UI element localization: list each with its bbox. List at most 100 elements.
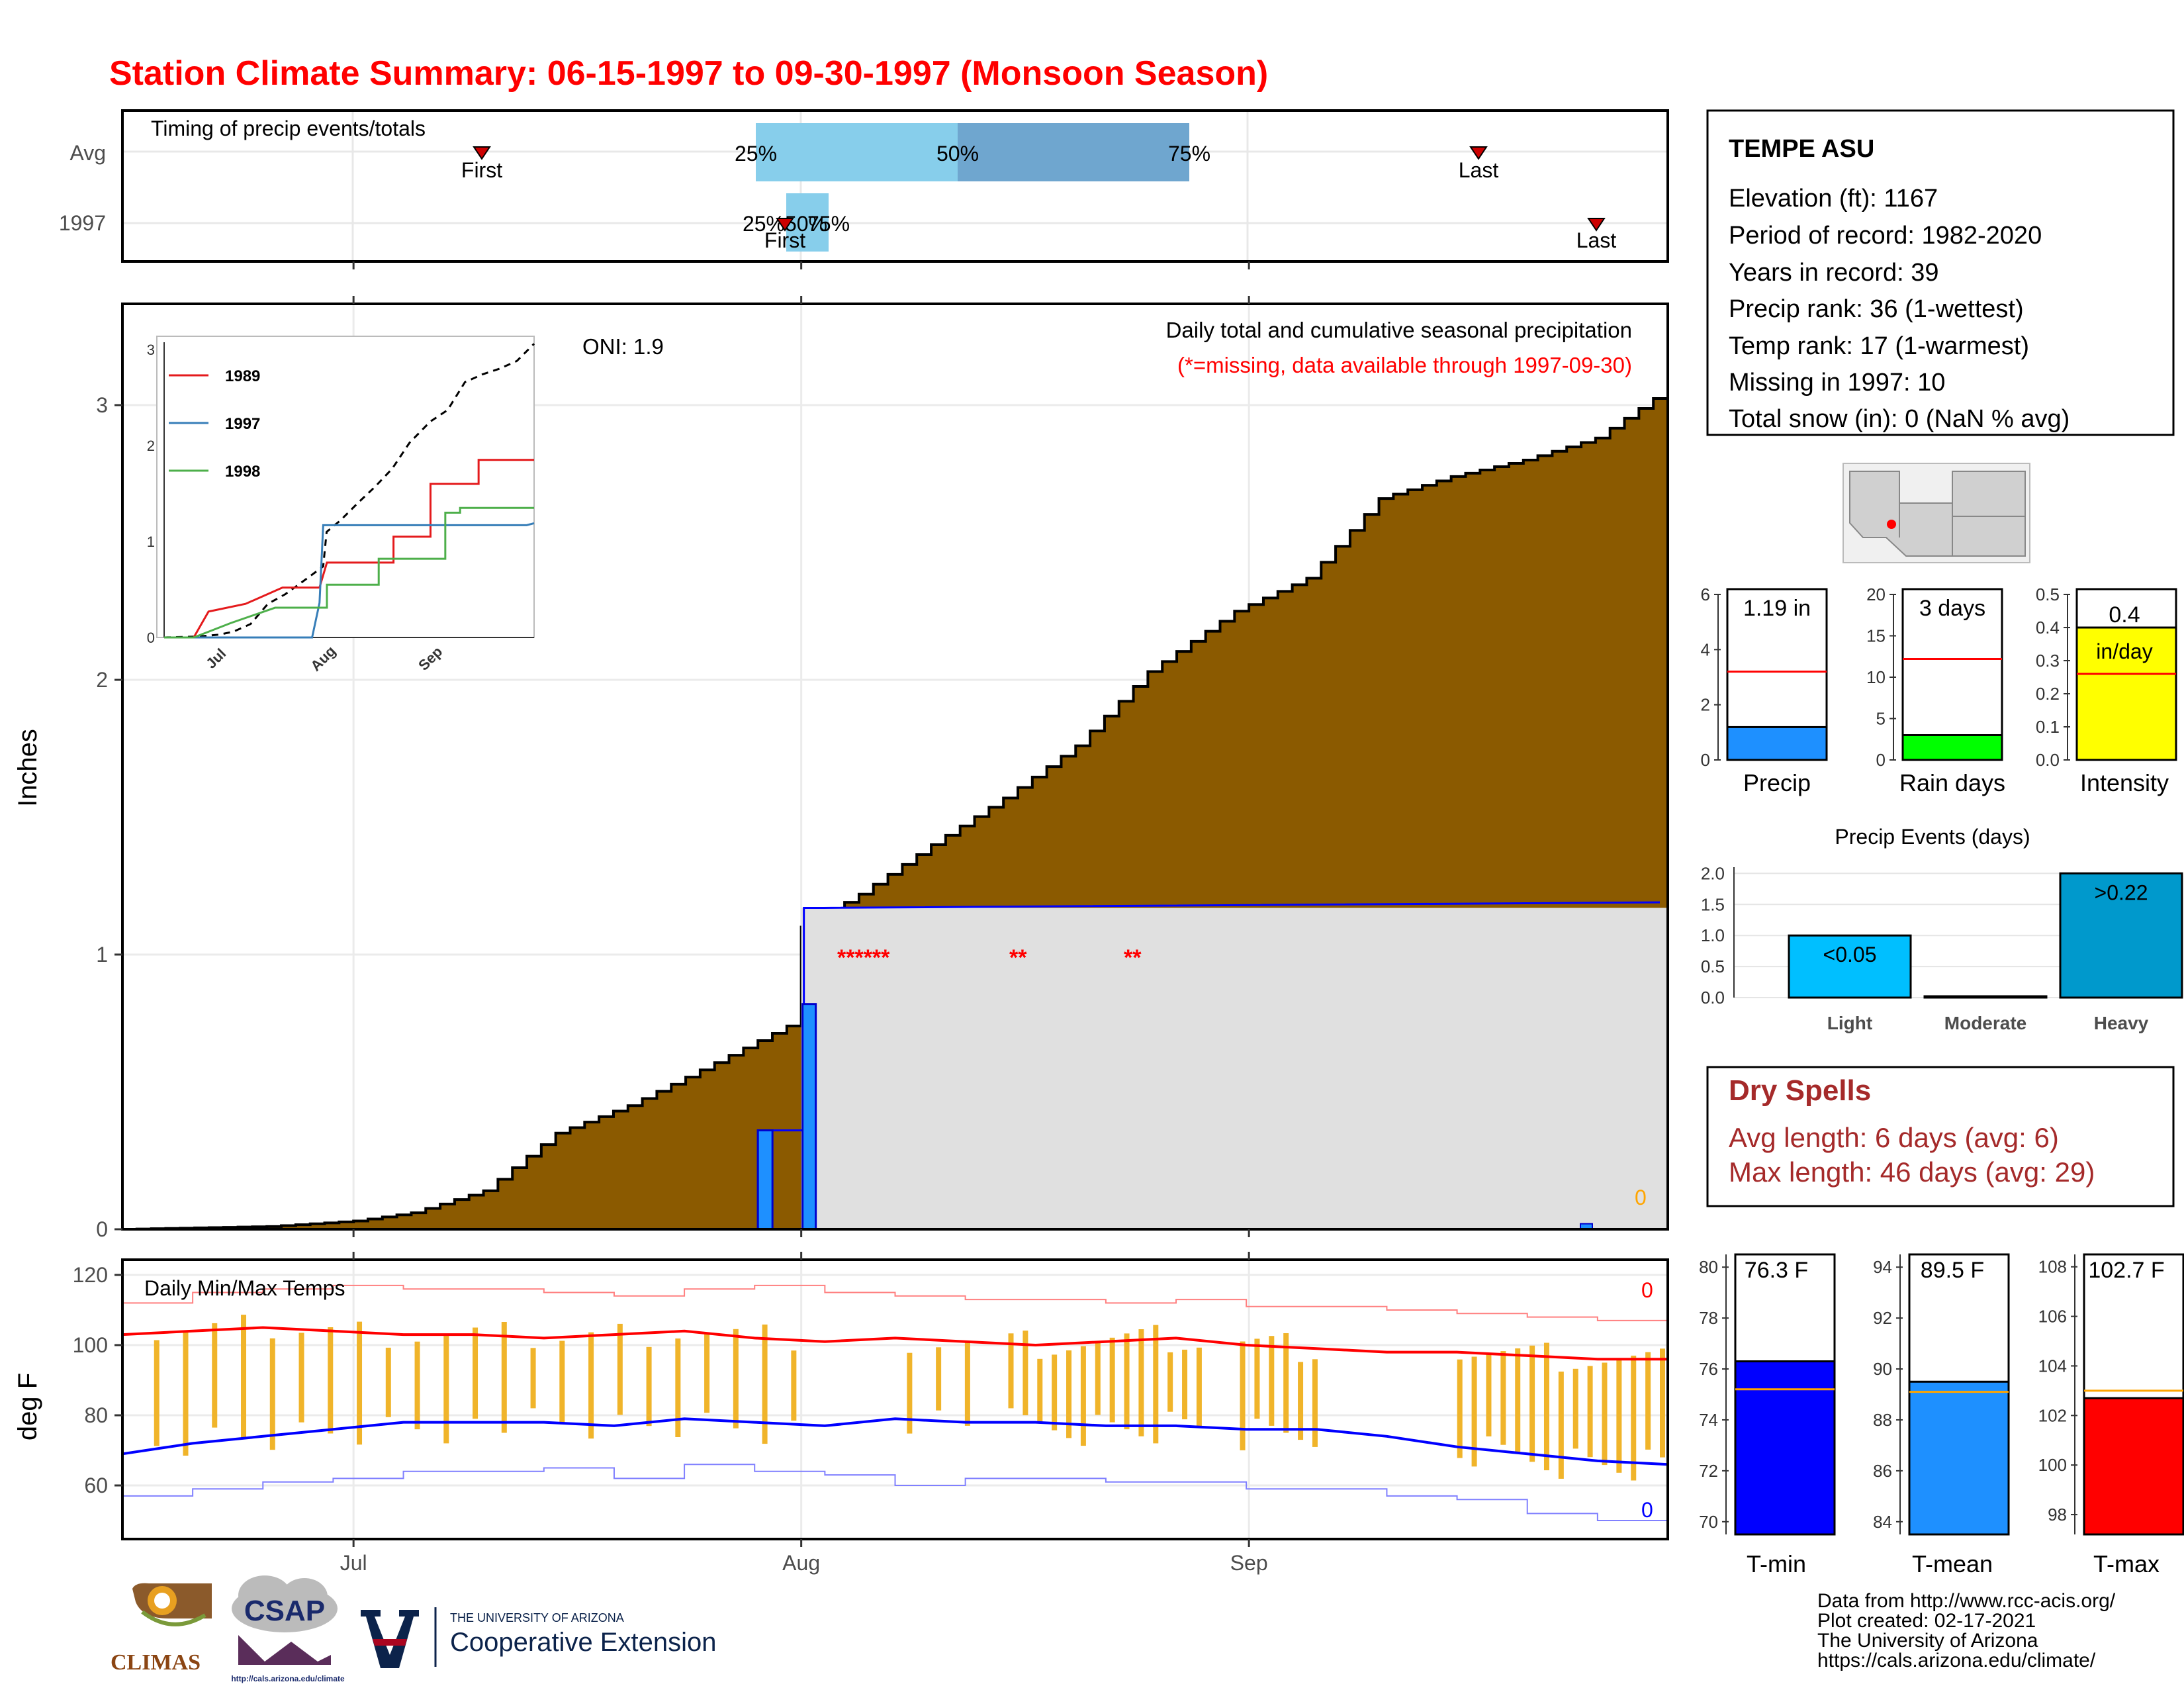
main-missing-note: (*=missing, data available through 1997-… [1177, 353, 1632, 377]
temp-bar-ytick-label: 74 [1699, 1410, 1718, 1430]
station-location-marker [1887, 520, 1896, 529]
summary-bar-ytick-label: 0 [1876, 750, 1886, 770]
precip-bar-label: Precip [1743, 769, 1811, 796]
timing-avg-p50: 50% [936, 142, 979, 165]
daily-temp-range-bar [733, 1329, 739, 1429]
main-ytick-label: 3 [96, 393, 108, 417]
summary-bar-ytick-label: 20 [1866, 585, 1886, 604]
daily-temp-range-bar [1500, 1351, 1506, 1445]
timing-avg-last-label: Last [1459, 158, 1499, 182]
daily-temp-range-bar [588, 1332, 594, 1439]
station-name: TEMPE ASU [1729, 135, 1874, 163]
timing-1997-first-label: First [764, 228, 805, 252]
daily-temp-range-bar [1182, 1349, 1188, 1420]
timing-avg-first-marker [473, 146, 491, 160]
raindays-bar-label: Rain days [1899, 769, 2005, 796]
daily-temp-range-bar [675, 1338, 681, 1437]
ua-logo-top: THE UNIVERSITY OF ARIZONA [450, 1611, 624, 1624]
timing-row-1997: 1997 [59, 211, 106, 235]
daily-temp-range-bar [1124, 1333, 1130, 1430]
csap-logo-text: CSAP [244, 1595, 325, 1627]
footer-line-1: Data from http://www.rcc-acis.org/ [1817, 1590, 2116, 1612]
daily-temp-range-bar [1572, 1368, 1578, 1449]
daily-temp-range-bar [328, 1327, 334, 1434]
missing-mark-1: ****** [837, 945, 890, 970]
event-bar-label: <0.05 [1823, 943, 1877, 966]
station-line-3: Years in record: 39 [1729, 259, 1939, 287]
summary-bar-ytick-label: 0.2 [2036, 684, 2060, 704]
daily-temp-range-bar [1254, 1338, 1260, 1419]
events-title: Precip Events (days) [1835, 825, 2030, 849]
intensity-bar-label: Intensity [2080, 769, 2169, 796]
footer-line-2: Plot created: 02-17-2021 [1817, 1610, 2036, 1632]
daily-temp-range-bar [501, 1322, 507, 1433]
daily-temp-range-bar [1457, 1359, 1463, 1458]
main-ytick-label: 1 [96, 943, 108, 966]
daily-temp-range-bar [154, 1340, 159, 1446]
temp-missing-max: 0 [1641, 1278, 1653, 1302]
summary-bar-fill [1901, 734, 2003, 761]
summary-bar-ytick-label: 0.3 [2036, 651, 2060, 671]
timing-1997-bar [786, 193, 829, 252]
temp-bar-ytick-label: 108 [2038, 1257, 2067, 1277]
temp-bar-ytick-label: 86 [1873, 1461, 1892, 1481]
tmean-bar-label: T-mean [1912, 1550, 1993, 1577]
summary-bar-ytick-label: 0 [1701, 750, 1710, 770]
climas-logo: CLIMAS [111, 1583, 212, 1675]
daily-temp-range-bar [1023, 1331, 1028, 1415]
precip-events-chart: 0.0 0.5 1.0 1.5 2.0 Light <0.05 Moderate Heavy >0… [1701, 863, 2183, 1033]
temp-bar-ytick-label: 90 [1873, 1359, 1892, 1379]
timing-avg-50-75 [958, 123, 1189, 181]
daily-temp-range-bar [936, 1347, 942, 1411]
daily-temp-range-bar [559, 1340, 565, 1423]
station-info-box: TEMPE ASU Elevation (ft): 1167 Period of… [1706, 109, 2175, 436]
daily-temp-range-bar [791, 1350, 797, 1421]
daily-temp-range-bar [1240, 1341, 1246, 1450]
daily-temp-range-bar [617, 1323, 623, 1415]
timing-1997-last-label: Last [1576, 228, 1617, 252]
daily-temp-range-bar [1645, 1352, 1651, 1450]
event-bar [2059, 872, 2183, 999]
ua-logo: THE UNIVERSITY OF ARIZONA Cooperative Ex… [361, 1607, 716, 1668]
daily-temp-range-bar [1066, 1350, 1072, 1438]
summary-bar-ytick-label: 0.5 [2036, 585, 2060, 604]
daily-temp-range-bar [646, 1346, 652, 1427]
temp-bar-ytick-label: 104 [2038, 1356, 2067, 1376]
daily-temp-range-bar [1008, 1333, 1014, 1409]
timing-avg-last-marker [1469, 146, 1488, 160]
summary-bar-fill [2075, 626, 2177, 761]
footer-line-3: The University of Arizona [1817, 1630, 2038, 1652]
record-max-line [122, 1284, 1668, 1325]
daily-temp-range-bar [1052, 1354, 1058, 1430]
daily-temp-range-bar [1138, 1329, 1144, 1436]
intensity-bar-value: 0.4 [2109, 602, 2140, 628]
station-line-6: Missing in 1997: 10 [1729, 369, 1945, 397]
main-oni: ONI: 1.9 [582, 334, 664, 359]
daily-temp-range-bar [1529, 1345, 1535, 1462]
inset-legend-label: 1998 [225, 463, 260, 481]
daily-temp-range-bar [762, 1324, 768, 1444]
event-bar [1788, 934, 1912, 999]
daily-temp-range-bar [357, 1321, 363, 1445]
missing-mark-3: ** [1124, 945, 1142, 970]
temp-ytick-label: 60 [84, 1474, 108, 1497]
daily-temp-range-bar [269, 1338, 275, 1450]
timing-avg-p75: 75% [1168, 142, 1210, 165]
temp-bar-ytick-label: 102 [2038, 1405, 2067, 1425]
daily-temp-range-bar [1080, 1346, 1086, 1446]
inset-ytick-label: 2 [147, 438, 155, 454]
daily-temp-range-bar [443, 1335, 449, 1444]
timing-1997-last-marker [1587, 218, 1606, 232]
temp-missing-min: 0 [1641, 1498, 1653, 1522]
station-line-7: Total snow (in): 0 (NaN % avg) [1729, 405, 2070, 433]
daily-temp-range-bar [1660, 1348, 1665, 1458]
event-bar [1923, 995, 2048, 999]
summary-bar-ytick-label: 4 [1701, 639, 1710, 659]
temp-ytick-label: 80 [84, 1403, 108, 1427]
daily-temp-range-bar [1196, 1347, 1202, 1427]
station-line-2: Period of record: 1982-2020 [1729, 222, 2042, 250]
daily-temp-range-bar [1269, 1336, 1275, 1426]
daily-temp-range-bar [183, 1331, 189, 1456]
